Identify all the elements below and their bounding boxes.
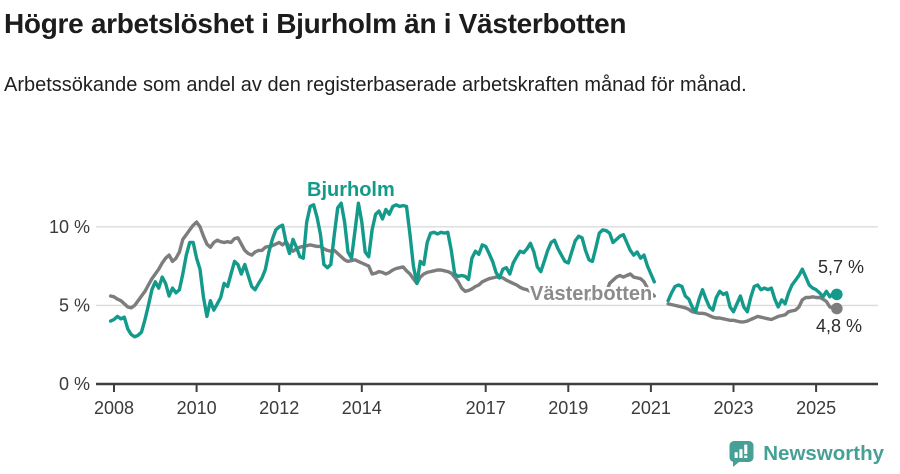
series-label-bjurholm: Bjurholm [307, 179, 395, 201]
newsworthy-logo-link[interactable]: Newsworthy [728, 440, 884, 467]
svg-text:2025: 2025 [796, 398, 836, 418]
svg-text:0 %: 0 % [59, 374, 90, 394]
svg-text:2017: 2017 [466, 398, 506, 418]
newsworthy-icon [729, 441, 754, 467]
newsworthy-wordmark: Newsworthy [763, 441, 884, 465]
svg-text:5 %: 5 % [59, 295, 90, 315]
svg-text:2010: 2010 [177, 398, 217, 418]
chart-title: Högre arbetslöshet i Bjurholm än i Väste… [4, 8, 627, 39]
svg-text:2019: 2019 [548, 398, 588, 418]
svg-text:2023: 2023 [713, 398, 753, 418]
chart-subtitle: Arbetssökande som andel av den registerb… [4, 74, 747, 96]
svg-text:2014: 2014 [342, 398, 382, 418]
svg-text:2021: 2021 [631, 398, 671, 418]
svg-text:2012: 2012 [259, 398, 299, 418]
svg-text:2008: 2008 [94, 398, 134, 418]
end-value-label-vasterbotten: 4,8 % [816, 316, 863, 336]
svg-text:10 %: 10 % [49, 217, 90, 237]
series-label-vasterbotten: Västerbotten [530, 283, 653, 305]
end-value-label-bjurholm: 5,7 % [818, 257, 865, 277]
